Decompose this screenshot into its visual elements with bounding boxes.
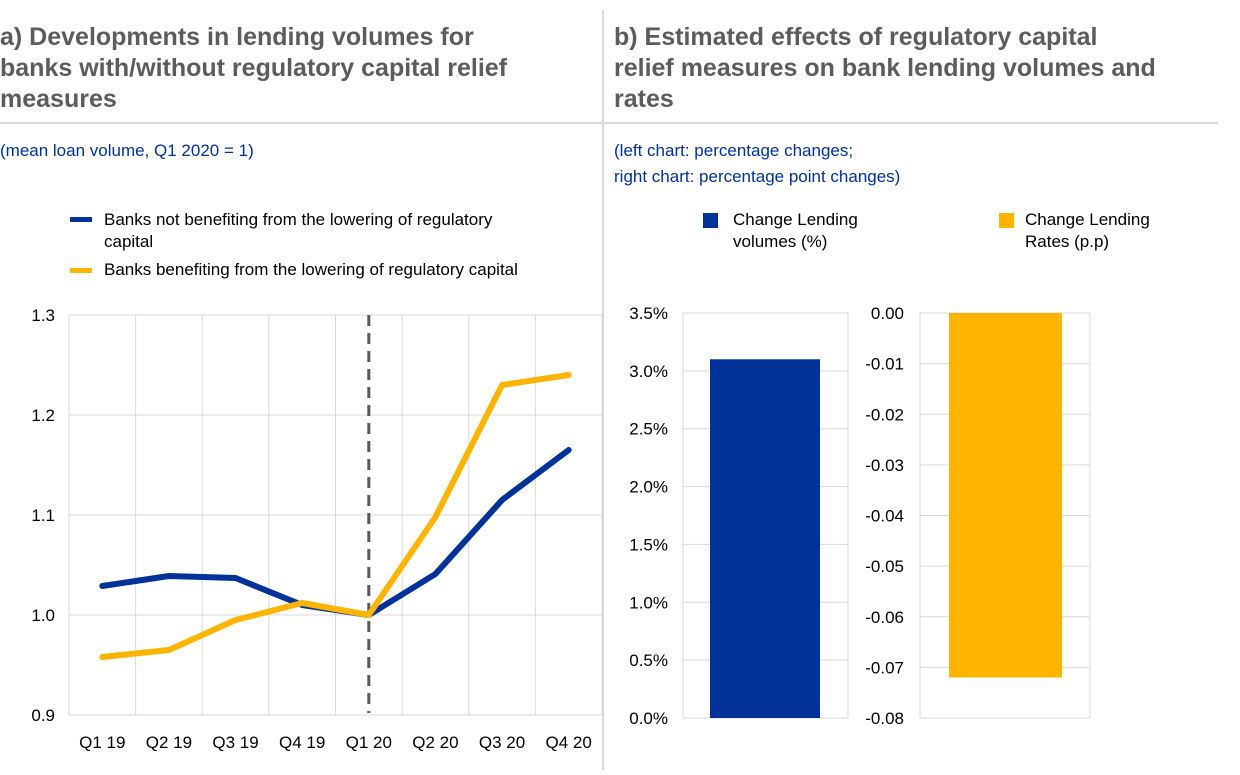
y-tick-label: 3.5% (629, 304, 668, 323)
panel-b-title-line: b) Estimated effects of regulatory capit… (614, 23, 1098, 51)
x-tick-label: Q4 20 (546, 733, 592, 752)
y-tick-label: 1.1 (31, 506, 55, 525)
legend-swatch-yellow-box (999, 213, 1014, 228)
x-tick-label: Q2 20 (412, 733, 458, 752)
x-tick-label: Q2 19 (146, 733, 192, 752)
legend-swatch-blue (70, 217, 92, 222)
panel-a-title: a) Developments in lending volumes for b… (0, 22, 507, 115)
x-tick-label: Q3 20 (479, 733, 525, 752)
x-tick-label: Q3 19 (212, 733, 258, 752)
legend-item-benefiting: Banks benefiting from the lowering of re… (104, 259, 518, 281)
legend-label: Change Lending (733, 210, 858, 229)
y-tick-label: 0.00 (871, 304, 904, 323)
y-tick-label: 0.5% (629, 651, 668, 670)
bar (949, 313, 1062, 678)
x-tick-label: Q1 20 (346, 733, 392, 752)
y-tick-label: -0.08 (865, 709, 904, 728)
y-tick-label: 1.3 (31, 306, 55, 325)
panel-b-title: b) Estimated effects of regulatory capit… (614, 22, 1156, 115)
y-tick-label: -0.05 (865, 557, 904, 576)
x-tick-label: Q4 19 (279, 733, 325, 752)
y-tick-label: -0.03 (865, 456, 904, 475)
y-tick-label: 0.9 (31, 706, 55, 725)
panel-b-subtitle: (left chart: percentage changes; right c… (614, 138, 900, 190)
y-tick-label: -0.07 (865, 658, 904, 677)
y-tick-label: 2.5% (629, 420, 668, 439)
y-tick-label: 1.0% (629, 593, 668, 612)
series-line-1 (99, 372, 572, 660)
panel-a-title-line: banks with/without regulatory capital re… (0, 54, 508, 82)
y-tick-label: -0.01 (865, 355, 904, 374)
legend-label: capital (104, 232, 154, 251)
y-tick-label: -0.04 (865, 507, 904, 526)
legend-label: Banks not benefiting from the lowering o… (104, 210, 493, 229)
legend-label: Rates (p.p) (1025, 232, 1110, 251)
panel-a-title-line: measures (0, 85, 117, 113)
legend-label: Banks benefiting from the lowering of re… (104, 260, 518, 279)
bar-chart-volumes: 0.0% 0.5% 1.0% 1.5% 2.0% 2.5% 3.0% 3.5% (629, 304, 849, 728)
legend-label: volumes (%) (733, 232, 828, 251)
line-chart: 0.9 1.0 1.1 1.2 1.3 Q1 19 Q2 19 Q3 19 Q4 19 Q1 20… (31, 306, 603, 752)
x-tick-label: Q1 19 (79, 733, 125, 752)
panel-divider (602, 10, 604, 770)
y-tick-label: 2.0% (629, 478, 668, 497)
legend-swatch-blue-box (703, 213, 718, 228)
panel-b-subtitle-line: right chart: percentage point changes) (614, 167, 901, 186)
legend-label: Change Lending (1025, 210, 1150, 229)
y-tick-label: -0.06 (865, 608, 904, 627)
panel-b-title-line: relief measures on bank lending volumes … (614, 54, 1156, 82)
bar-chart-rates: -0.08 -0.07 -0.06 -0.05 -0.04 -0.03 -0.02 -0.01… (865, 304, 1091, 728)
panel-b-subtitle-line: (left chart: percentage changes; (614, 141, 854, 160)
bar (710, 359, 820, 718)
y-tick-label: 1.5% (629, 535, 668, 554)
y-tick-label: 3.0% (629, 362, 668, 381)
y-tick-label: -0.02 (865, 405, 904, 424)
legend-item-volumes: Change Lending volumes (%) (733, 209, 858, 253)
panel-b-title-line: rates (614, 85, 674, 113)
header-divider (0, 122, 1218, 124)
panel-a-subtitle: (mean loan volume, Q1 2020 = 1) (0, 141, 254, 160)
legend-swatch-yellow (70, 268, 92, 273)
y-tick-label: 1.0 (31, 606, 55, 625)
panel-a-title-line: a) Developments in lending volumes for (0, 23, 474, 51)
legend-item-rates: Change Lending Rates (p.p) (1025, 209, 1150, 253)
legend-item-not-benefiting: Banks not benefiting from the lowering o… (104, 209, 492, 253)
y-tick-label: 0.0% (629, 709, 668, 728)
y-tick-label: 1.2 (31, 406, 55, 425)
